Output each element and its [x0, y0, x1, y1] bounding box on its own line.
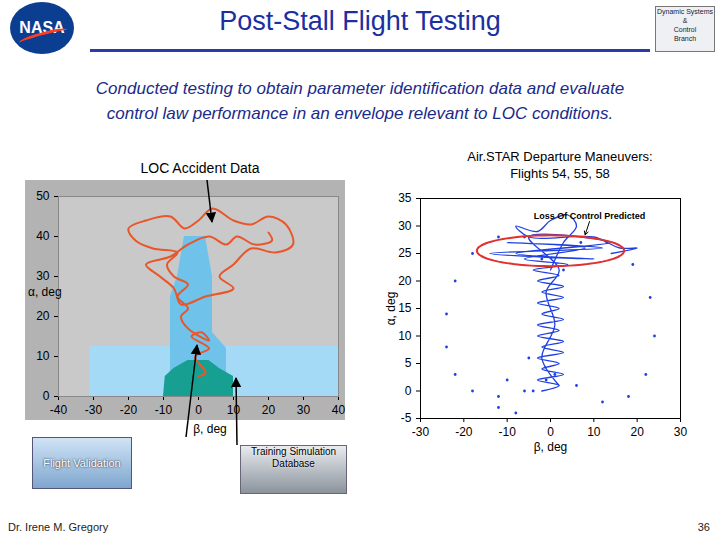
svg-text:10: 10 — [398, 329, 412, 343]
svg-text:-20: -20 — [120, 403, 138, 417]
svg-text:10: 10 — [36, 349, 50, 363]
svg-text:30: 30 — [36, 269, 50, 283]
svg-text:10: 10 — [587, 425, 601, 439]
svg-text:-40: -40 — [50, 403, 68, 417]
svg-text:0: 0 — [43, 389, 50, 403]
html-text:α, deg: α, deg — [28, 285, 62, 299]
svg-text:10: 10 — [227, 403, 241, 417]
svg-text:20: 20 — [36, 309, 50, 323]
svg-text:30: 30 — [674, 425, 688, 439]
svg-text:0: 0 — [547, 425, 554, 439]
svg-text:-30: -30 — [85, 403, 103, 417]
html-text:Training Simulation Database: Training Simulation Database — [250, 446, 337, 469]
svg-text:20: 20 — [262, 403, 276, 417]
svg-text:0: 0 — [195, 403, 202, 417]
html-text:LOC Accident Data: LOC Accident Data — [140, 160, 260, 176]
html-text:Post-Stall Flight Testing: Post-Stall Flight Testing — [219, 6, 501, 36]
html-text:β, deg: β, deg — [193, 422, 227, 436]
svg-text:40: 40 — [332, 403, 345, 417]
svg-text:50: 50 — [36, 189, 50, 203]
svg-text:20: 20 — [630, 425, 644, 439]
svg-text:Loss Of Control Predicted: Loss Of Control Predicted — [534, 211, 646, 221]
svg-text:-10: -10 — [498, 425, 516, 439]
html-text:36: 36 — [697, 521, 710, 533]
svg-text:-20: -20 — [455, 425, 473, 439]
html-text:Conducted testing to obtain pa: Conducted testing to obtain parameter id… — [95, 79, 625, 123]
html-text:Control: Control — [673, 26, 697, 33]
svg-text:35: 35 — [398, 191, 412, 205]
html-text:Flight Validation: Flight Validation — [43, 457, 121, 469]
html-text:Dynamic Systems: Dynamic Systems — [657, 8, 713, 15]
html-text:NASA: NASA — [19, 19, 65, 36]
svg-text:β, deg: β, deg — [534, 440, 568, 454]
html-text:Air.STAR Departure Maneuvers:: Air.STAR Departure Maneuvers: Flights 54… — [467, 149, 653, 181]
svg-text:25: 25 — [398, 246, 412, 260]
svg-text:0: 0 — [405, 384, 412, 398]
svg-text:30: 30 — [398, 219, 412, 233]
html-text:Branch: Branch — [673, 35, 697, 42]
svg-text:40: 40 — [36, 229, 50, 243]
svg-text:5: 5 — [405, 356, 412, 370]
svg-text:15: 15 — [398, 301, 412, 315]
html-text:Dr. Irene M. Gregory: Dr. Irene M. Gregory — [8, 521, 109, 533]
svg-text:-5: -5 — [401, 411, 412, 425]
svg-text:20: 20 — [398, 274, 412, 288]
svg-text:30: 30 — [297, 403, 311, 417]
svg-text:-10: -10 — [155, 403, 173, 417]
svg-text:α, deg: α, deg — [384, 292, 398, 326]
svg-text:-30: -30 — [412, 425, 430, 439]
